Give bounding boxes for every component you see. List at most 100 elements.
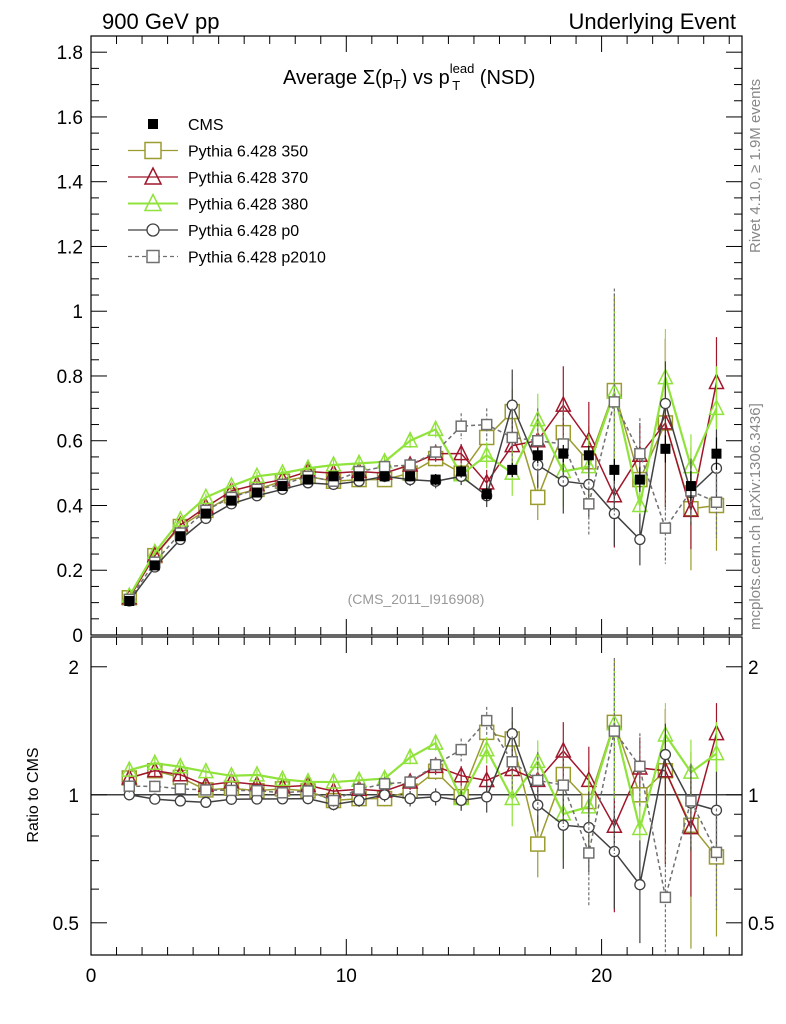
ratio-point [504,788,521,806]
data-point [530,489,546,506]
header-energy: 900 GeV pp [102,9,219,34]
legend-label: Pythia 6.428 370 [188,170,308,187]
ratio-series-p0 [123,707,723,944]
ratio-point [478,740,495,757]
ratio-point [174,783,187,795]
ratio-y-tick-label: 0.5 [53,914,79,935]
ratio-series-p2010 [123,657,723,955]
main-y-tick-label: 1 [72,302,83,323]
ratio-point [174,795,187,807]
data-point [404,459,416,471]
cms-point [226,495,237,506]
ratio-point [149,793,161,805]
cms-point [456,466,467,477]
cms-point [303,474,313,485]
title-sub-t: T [393,77,401,92]
legend-label: Pythia 6.428 p2010 [188,250,326,267]
main-y-tick-label: 1.4 [57,173,84,194]
analysis-label: (CMS_2011_I916908) [348,591,485,607]
cms-point [354,471,365,482]
title-vs: vs p [407,67,449,89]
ratio-point [404,792,416,805]
legend-entry-cms: CMS [148,117,224,134]
main-frame [90,35,743,636]
cms-point [685,481,696,492]
ratio-point [634,760,646,773]
x-tick-label: 20 [591,966,612,987]
ratio-point [404,776,416,788]
main-y-tick-label: 0.8 [57,367,83,388]
main-y-tick-label: 0 [72,626,83,647]
legend-marker [148,119,158,129]
rivet-label: Rivet 4.1.0, ≥ 1.9M events [747,79,764,253]
data-point [378,460,391,473]
ratio-point [149,780,161,793]
ratio-point [583,847,595,859]
x-tick-label: 0 [86,966,97,987]
ratio-point [557,779,570,791]
title-suffix: (NSD) [474,67,535,89]
data-point [197,487,215,505]
ratio-point [455,743,467,756]
cms-point [609,464,620,475]
ratio-panel [91,657,742,955]
series-line [128,377,718,597]
series-p0 [123,361,723,607]
ratio-point [708,743,725,761]
ratio-point [123,780,136,792]
ratio-y-tick-label-right: 2 [748,658,759,679]
data-point [532,434,544,447]
title-prefix: Average [283,67,363,89]
data-point [325,455,342,472]
data-point [634,533,646,546]
ratio-point [200,796,212,808]
ratio-point [302,785,314,797]
mcplots-label: mcplots.cern.ch [arXiv:1306.3436] [747,403,764,630]
cms-point [277,481,288,492]
ratio-point [659,748,672,761]
cms-point [430,474,441,485]
main-y-tick-label: 1.6 [57,108,83,129]
legend-label: CMS [188,117,224,134]
ratio-point [710,846,723,859]
legend: CMS Pythia 6.428 350 Pythia 6.428 370 Pythi… [128,117,326,267]
title-sup-lead: lead [450,61,475,76]
cms-point [660,443,671,454]
ratio-y-tick-label: 1 [68,786,79,807]
data-point [506,431,518,444]
data-point [455,420,467,432]
data-point [478,445,495,463]
ratio-frame [90,636,743,956]
series-p370 [121,337,725,605]
cms-point [583,450,594,461]
ratio-point [634,879,646,891]
ratio-point [274,769,291,787]
ratio-point [248,765,266,782]
ratio-point [631,818,649,836]
cms-point [124,596,135,607]
ratio-point [353,783,365,795]
cms-point [634,474,645,485]
ratio-point [480,714,493,727]
cms-point [200,508,211,519]
x-tick-label: 10 [336,966,357,987]
ratio-point [225,784,238,797]
ratio-point [276,787,289,799]
title-close: ) [401,67,408,89]
legend-label: Pythia 6.428 350 [188,144,308,161]
legend-marker [144,141,162,160]
ratio-point [455,794,467,807]
legend-entry-p0: Pythia 6.428 p0 [128,223,299,240]
chart-title: Average Σ(pT) vs plead T (NSD) [283,61,535,93]
data-point [172,510,189,527]
legend-entry-p380: Pythia 6.428 380 [128,192,308,214]
ratio-y-tick-label: 2 [68,658,79,679]
ratio-point [481,791,493,803]
cms-point [251,487,262,498]
main-y-tick-label: 1.8 [57,43,83,64]
data-point [608,396,621,408]
cms-point [507,464,518,475]
ratio-point [557,819,569,831]
ratio-series-line [129,719,718,858]
ratio-point [378,789,391,801]
